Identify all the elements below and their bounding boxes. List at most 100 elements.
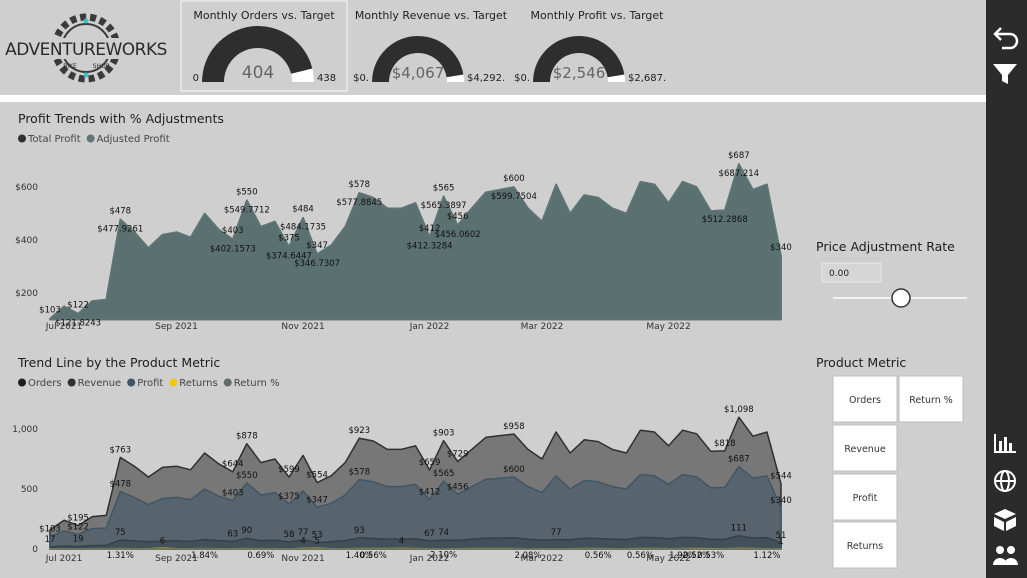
gauge-max: $2,687. bbox=[628, 73, 666, 84]
data-label: 6 bbox=[160, 536, 165, 546]
data-label: $554 bbox=[306, 471, 328, 481]
header-divider bbox=[0, 95, 986, 102]
metric-button[interactable] bbox=[832, 424, 898, 472]
gauge-max: 438 bbox=[317, 73, 336, 84]
data-label: $565 bbox=[433, 183, 455, 193]
data-label: 1.40% bbox=[346, 551, 373, 561]
gauge-min: $0. bbox=[514, 73, 530, 84]
data-label: 90 bbox=[241, 526, 252, 536]
x-tick-label: Jan 2022 bbox=[409, 554, 450, 564]
data-label: 0.53% bbox=[697, 551, 724, 561]
metric-button-label: Returns bbox=[847, 541, 884, 552]
data-label: 74 bbox=[438, 528, 449, 538]
data-label: $347 bbox=[306, 241, 328, 251]
x-tick-label: May 2022 bbox=[646, 322, 690, 332]
metric-title: Product Metric bbox=[816, 355, 906, 370]
gauge-min: 0 bbox=[193, 73, 199, 84]
x-tick-label: Nov 2021 bbox=[281, 322, 324, 332]
legend-dot bbox=[169, 378, 178, 387]
data-label: $346.7307 bbox=[294, 259, 340, 269]
data-label: 0.52% bbox=[683, 551, 710, 561]
metric-button[interactable] bbox=[898, 375, 964, 423]
x-tick-label: Mar 2022 bbox=[521, 554, 564, 564]
data-label: $375 bbox=[278, 492, 300, 502]
gauge-fill bbox=[533, 35, 625, 82]
filter-icon[interactable] bbox=[993, 64, 1017, 84]
logo-text: ADVENTUREWORKS bbox=[5, 40, 167, 60]
data-label: 67 bbox=[424, 529, 435, 539]
legend-label: Returns bbox=[179, 378, 217, 389]
data-label: 2.08% bbox=[514, 551, 541, 561]
logo-dot bbox=[83, 72, 89, 78]
data-label: 77 bbox=[551, 528, 562, 538]
area-series bbox=[49, 163, 782, 321]
data-label: 63 bbox=[227, 529, 238, 539]
chart-icon[interactable] bbox=[994, 434, 1016, 453]
data-label: 1.31% bbox=[107, 551, 134, 561]
gauge-fill bbox=[202, 26, 313, 82]
y-tick-label: $200 bbox=[15, 289, 38, 299]
data-label: $412 bbox=[419, 224, 441, 234]
box-icon[interactable] bbox=[994, 509, 1016, 531]
data-label: $340 bbox=[770, 243, 792, 253]
legend-dot bbox=[67, 378, 76, 387]
data-label: $195 bbox=[67, 514, 89, 524]
data-label: $103 bbox=[39, 525, 61, 535]
legend-label: Orders bbox=[28, 378, 62, 389]
data-label: 1.92% bbox=[669, 551, 696, 561]
x-tick-label: May 2022 bbox=[646, 554, 690, 564]
data-label: $1,098 bbox=[724, 405, 754, 415]
x-tick-label: Jan 2022 bbox=[409, 322, 450, 332]
gauge-fill bbox=[372, 35, 464, 82]
data-label: 0.56% bbox=[360, 551, 387, 561]
data-label: 0.56% bbox=[585, 551, 612, 561]
gauge-min: $0. bbox=[353, 73, 369, 84]
data-label: $403 bbox=[222, 226, 244, 236]
gauge-title: Monthly Revenue vs. Target bbox=[355, 9, 508, 22]
legend-label: Revenue bbox=[78, 378, 122, 389]
metric-button[interactable] bbox=[832, 521, 898, 569]
data-label: 19 bbox=[73, 535, 84, 545]
data-label: 75 bbox=[115, 528, 126, 538]
data-label: 5 bbox=[314, 536, 319, 546]
data-label: 93 bbox=[354, 526, 365, 536]
data-label: $374.6447 bbox=[266, 252, 312, 262]
metric-button-label: Orders bbox=[849, 395, 881, 406]
legend-dot bbox=[86, 134, 95, 143]
x-tick-label: Jul 2021 bbox=[45, 554, 83, 564]
data-label: $340 bbox=[770, 496, 792, 506]
slider-input[interactable] bbox=[821, 262, 882, 283]
data-label: $544 bbox=[770, 472, 792, 482]
data-label: $412 bbox=[419, 488, 441, 498]
data-label: $687.214 bbox=[719, 169, 760, 179]
data-label: $599 bbox=[278, 465, 300, 475]
data-label: 1 bbox=[778, 537, 783, 547]
back-icon[interactable] bbox=[993, 27, 1019, 50]
metric-button[interactable] bbox=[832, 375, 898, 423]
slider-thumb[interactable] bbox=[891, 288, 911, 308]
data-label: 17 bbox=[45, 535, 56, 545]
legend-label: Adjusted Profit bbox=[97, 134, 170, 145]
x-tick-label: Sep 2021 bbox=[155, 554, 198, 564]
data-label: $659 bbox=[419, 458, 441, 468]
globe-icon[interactable] bbox=[994, 470, 1016, 492]
data-label: 0.56% bbox=[627, 551, 654, 561]
people-icon[interactable] bbox=[993, 546, 1018, 565]
data-label: $577.8845 bbox=[336, 198, 382, 208]
data-label: $478 bbox=[109, 480, 131, 490]
slider-value: 0.00 bbox=[829, 269, 849, 279]
data-label: $122 bbox=[67, 301, 89, 311]
data-label: $600 bbox=[503, 465, 525, 475]
data-label: 111 bbox=[731, 524, 747, 534]
data-label: 0.69% bbox=[247, 551, 274, 561]
legend-label: Total Profit bbox=[27, 134, 81, 145]
x-tick-label: Jul 2021 bbox=[45, 322, 83, 332]
data-label: $763 bbox=[109, 445, 131, 455]
legend-label: Profit bbox=[137, 378, 163, 389]
data-label: $600 bbox=[503, 174, 525, 184]
metric-button[interactable] bbox=[832, 473, 898, 521]
data-label: $477.9261 bbox=[97, 224, 143, 234]
metric-button-label: Profit bbox=[853, 493, 878, 504]
logo: ADVENTUREWORKS BIKE SHOP bbox=[5, 13, 167, 83]
